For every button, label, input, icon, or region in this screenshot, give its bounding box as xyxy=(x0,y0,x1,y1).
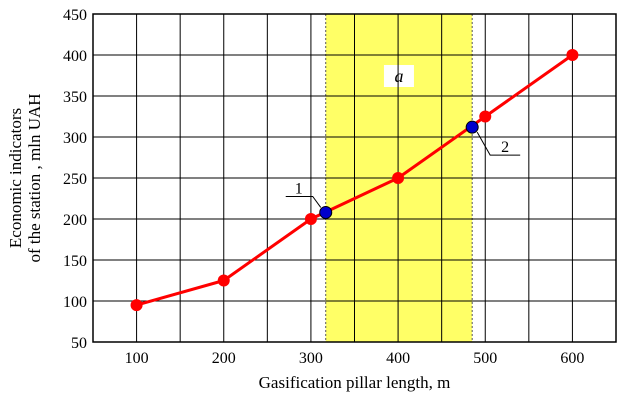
x-tick-label: 200 xyxy=(212,350,236,367)
marked-points-layer: 12 xyxy=(285,120,521,219)
data-point xyxy=(217,274,230,287)
series-line xyxy=(136,53,574,307)
plot-frame xyxy=(92,13,617,343)
y-tick-label: 150 xyxy=(63,253,87,270)
data-point xyxy=(130,299,143,312)
y-tick-labels: 50 100 150 200 250 300 350 400 450 xyxy=(63,7,87,352)
x-tick-labels: 100 200 300 400 500 600 xyxy=(125,350,585,367)
data-point xyxy=(392,172,405,184)
x-tick-label: 100 xyxy=(125,350,149,367)
x-tick-label: 500 xyxy=(473,350,497,367)
y-tick-label: 450 xyxy=(63,7,87,24)
y-tick-label: 350 xyxy=(63,89,87,106)
y-tick-label: 400 xyxy=(63,48,87,65)
marked-point-2-label: 2 xyxy=(501,139,509,156)
y-tick-label: 250 xyxy=(63,171,87,188)
y-tick-label: 300 xyxy=(63,130,87,147)
region-label-box xyxy=(383,65,414,87)
y-tick-label: 100 xyxy=(63,294,87,311)
x-tick-label: 300 xyxy=(299,350,323,367)
y-tick-label: 200 xyxy=(63,212,87,229)
marked-point-1-label: 1 xyxy=(295,180,303,197)
series-layer xyxy=(130,49,579,312)
data-point xyxy=(479,110,492,123)
x-tick-label: 600 xyxy=(560,350,584,367)
marked-point-1 xyxy=(319,205,333,219)
y-tick-label: 50 xyxy=(71,335,87,352)
data-point xyxy=(566,49,579,61)
data-point xyxy=(304,213,317,225)
y-axis-label-line-2: of the station , mln UAH xyxy=(25,93,44,262)
x-axis-label: Gasification pillar length, m xyxy=(259,373,451,392)
point-1-leader-line xyxy=(285,195,322,208)
marked-point-2 xyxy=(465,120,479,134)
y-axis-label-line-1: Economic indicators xyxy=(6,108,25,248)
region-label: a xyxy=(394,66,403,86)
x-tick-label: 400 xyxy=(386,350,410,367)
point-2-leader-line xyxy=(476,131,521,156)
